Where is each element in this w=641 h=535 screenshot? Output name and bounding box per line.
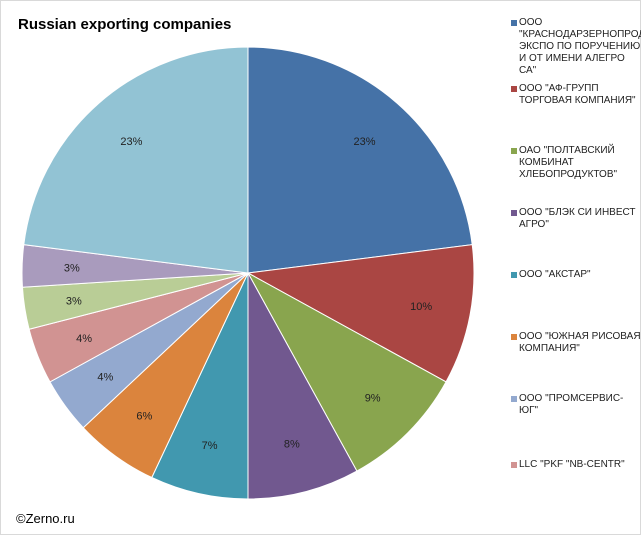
slice-label-0: 23% [354,136,376,148]
legend-swatch [511,20,517,26]
legend-item-2: ОАО "ПОЛТАВСКИЙ КОМБИНАТ ХЛЕБОПРОДУКТОВ" [511,145,641,181]
legend-label: ОАО "ПОЛТАВСКИЙ КОМБИНАТ ХЛЕБОПРОДУКТОВ" [519,145,618,180]
pie-slice-3 [247,272,358,500]
legend-swatch [511,86,517,92]
slice-label-9: 3% [64,262,80,274]
slice-label-3: 8% [284,439,300,451]
legend-item-7: LLC "PKF "NB-CENTR" [511,459,641,471]
legend-swatch [511,210,517,216]
legend-swatch [511,272,517,278]
slice-label-5: 6% [136,411,152,423]
slice-label-1: 10% [410,301,432,313]
slice-label-2: 9% [365,393,381,405]
legend-swatch [511,462,517,468]
legend-label: ООО "ЮЖНАЯ РИСОВАЯ КОМПАНИЯ" [519,331,641,354]
legend-item-6: ООО "ПРОМСЕРВИС-ЮГ" [511,393,641,417]
legend-label: ООО "ПРОМСЕРВИС-ЮГ" [519,393,624,416]
copyright-text: ©Zerno.ru [16,511,75,526]
legend-swatch [511,148,517,154]
legend-label: ООО "БЛЭК СИ ИНВЕСТ АГРО" [519,207,636,230]
legend-swatch [511,396,517,402]
slice-label-10: 23% [120,136,142,148]
legend-item-0: ООО "КРАСНОДАРЗЕРНОПРОДУКТ-ЭКСПО ПО ПОРУ… [511,17,641,77]
legend-label: ООО "АКСТАР" [519,269,591,280]
legend-label: LLC "PKF "NB-CENTR" [519,459,625,470]
slice-label-8: 3% [66,296,82,308]
legend-label: ООО "КРАСНОДАРЗЕРНОПРОДУКТ-ЭКСПО ПО ПОРУ… [519,17,641,76]
pie-slice-0 [247,46,473,274]
slice-label-4: 7% [202,440,218,452]
pie-slice-2 [246,271,447,472]
legend-item-4: ООО "АКСТАР" [511,269,641,281]
legend-label: ООО "АФ-ГРУПП ТОРГОВАЯ КОМПАНИЯ" [519,83,636,106]
legend-item-3: ООО "БЛЭК СИ ИНВЕСТ АГРО" [511,207,641,231]
legend-item-1: ООО "АФ-ГРУПП ТОРГОВАЯ КОМПАНИЯ" [511,83,641,107]
slice-label-7: 4% [76,333,92,345]
chart-title: Russian exporting companies [18,16,232,33]
slice-label-6: 4% [97,372,113,384]
legend-swatch [511,334,517,340]
pie-slice-10 [23,46,249,274]
pie-slice-1 [246,244,475,383]
legend-item-5: ООО "ЮЖНАЯ РИСОВАЯ КОМПАНИЯ" [511,331,641,355]
